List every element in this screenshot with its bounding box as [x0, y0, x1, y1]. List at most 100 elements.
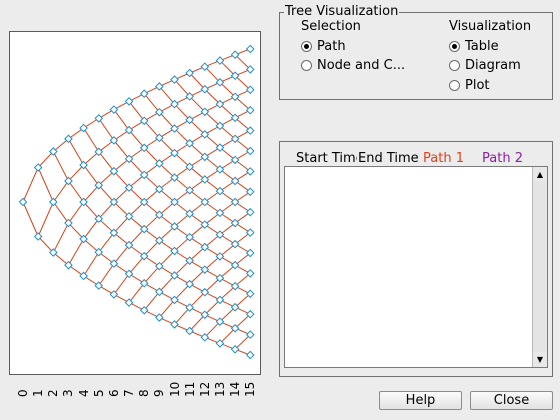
tree-node — [245, 146, 255, 156]
tree-edge — [83, 164, 100, 186]
tree-node — [215, 186, 225, 196]
tree-edge — [143, 291, 160, 311]
tree-edge — [219, 327, 236, 344]
tree-node — [185, 115, 194, 125]
tree-node — [230, 50, 240, 60]
tree-node — [170, 124, 179, 133]
tree-edge — [113, 273, 130, 295]
tree-node — [64, 134, 73, 144]
tree-edge — [143, 201, 160, 216]
tree-edge — [98, 170, 115, 186]
help-button[interactable]: Help — [379, 391, 462, 410]
tree-node — [155, 210, 164, 220]
tree-edge — [219, 306, 236, 323]
selection-radio-path[interactable]: Path — [301, 37, 346, 55]
tree-node — [185, 139, 194, 148]
visualization-radio-table[interactable]: Table — [449, 37, 499, 55]
tree-node — [215, 317, 225, 326]
tree-edge — [159, 201, 175, 216]
tree-edge — [174, 79, 191, 97]
visualization-radio-diagram[interactable]: Diagram — [449, 56, 521, 74]
radio-indicator[interactable] — [449, 79, 460, 91]
tree-visualization-group — [279, 12, 553, 100]
radio-label: Table — [465, 38, 499, 54]
tree-node — [185, 68, 194, 78]
radio-indicator[interactable] — [301, 40, 312, 52]
tree-node — [200, 62, 210, 71]
tree-edge — [143, 228, 160, 241]
tree-edge — [143, 147, 160, 164]
tree-node — [64, 260, 73, 270]
tree-edge — [204, 111, 221, 127]
close-button[interactable]: Close — [470, 391, 553, 410]
tree-edge — [83, 184, 100, 203]
x-tick-label: 15 — [243, 381, 258, 397]
tree-node — [155, 313, 164, 322]
tree-node — [170, 320, 179, 329]
tree-edge — [234, 96, 251, 111]
tree-edge — [174, 226, 190, 238]
tree-edge — [113, 170, 130, 188]
tree-edge — [128, 174, 145, 189]
tree-edge — [52, 222, 69, 253]
x-tick-label: 9 — [152, 389, 167, 397]
visualization-radio-plot[interactable]: Plot — [449, 76, 490, 94]
tree-node — [139, 116, 149, 126]
tree-node — [155, 82, 164, 91]
selection-radio-node-and-children[interactable]: Node and C... — [301, 56, 405, 74]
tree-node — [170, 295, 179, 305]
tree-node — [215, 56, 225, 65]
tree-node — [200, 175, 210, 184]
tree-node — [109, 105, 119, 114]
tree-node — [18, 197, 28, 207]
tree-node — [245, 85, 255, 95]
tree-edge — [68, 180, 85, 203]
scroll-up-icon[interactable]: ▲ — [533, 167, 547, 182]
tree-edge — [113, 201, 130, 217]
tree-node — [124, 97, 134, 106]
tree-node — [109, 136, 119, 145]
tree-edge — [143, 240, 160, 257]
table-vertical-scrollbar[interactable]: ▲ ▼ — [532, 167, 547, 367]
x-tick-label: 13 — [212, 381, 227, 397]
tree-node — [185, 279, 194, 289]
tree-edge — [204, 190, 221, 203]
group-title: Tree Visualization — [284, 4, 400, 20]
tree-node — [200, 287, 210, 297]
tree-edge — [113, 109, 130, 131]
table-body[interactable] — [284, 166, 548, 368]
tree-node — [200, 107, 210, 117]
radio-indicator[interactable] — [449, 59, 460, 71]
tree-node — [139, 224, 149, 234]
tree-edge — [98, 201, 115, 220]
tree-node — [155, 287, 164, 297]
tree-node — [170, 75, 179, 84]
x-tick-label: 3 — [61, 389, 76, 397]
tree-edge — [128, 187, 145, 203]
tree-edge — [219, 285, 236, 301]
tree-node — [215, 143, 225, 152]
tree-node — [245, 167, 255, 176]
tree-node — [245, 350, 255, 360]
tree-edge — [189, 96, 206, 113]
tree-node — [124, 183, 134, 192]
tree-edge — [128, 101, 145, 122]
tree-node — [230, 197, 240, 207]
x-tick-label: 5 — [91, 389, 106, 397]
x-tick-label: 11 — [182, 381, 197, 397]
tree-edge — [98, 139, 115, 153]
radio-indicator[interactable] — [301, 59, 312, 71]
tree-node — [155, 184, 164, 194]
tree-edge — [158, 86, 175, 105]
tree-node — [48, 248, 58, 257]
tree-edge — [204, 321, 221, 338]
tree-edge — [204, 212, 221, 225]
tree-node — [230, 176, 240, 186]
tree-edge — [204, 179, 221, 192]
tree-edge — [113, 187, 130, 203]
tree-edge — [83, 238, 100, 253]
scroll-down-icon[interactable]: ▼ — [533, 352, 547, 367]
radio-indicator[interactable] — [449, 40, 460, 52]
tree-edge — [234, 211, 251, 224]
tree-node — [230, 260, 240, 270]
